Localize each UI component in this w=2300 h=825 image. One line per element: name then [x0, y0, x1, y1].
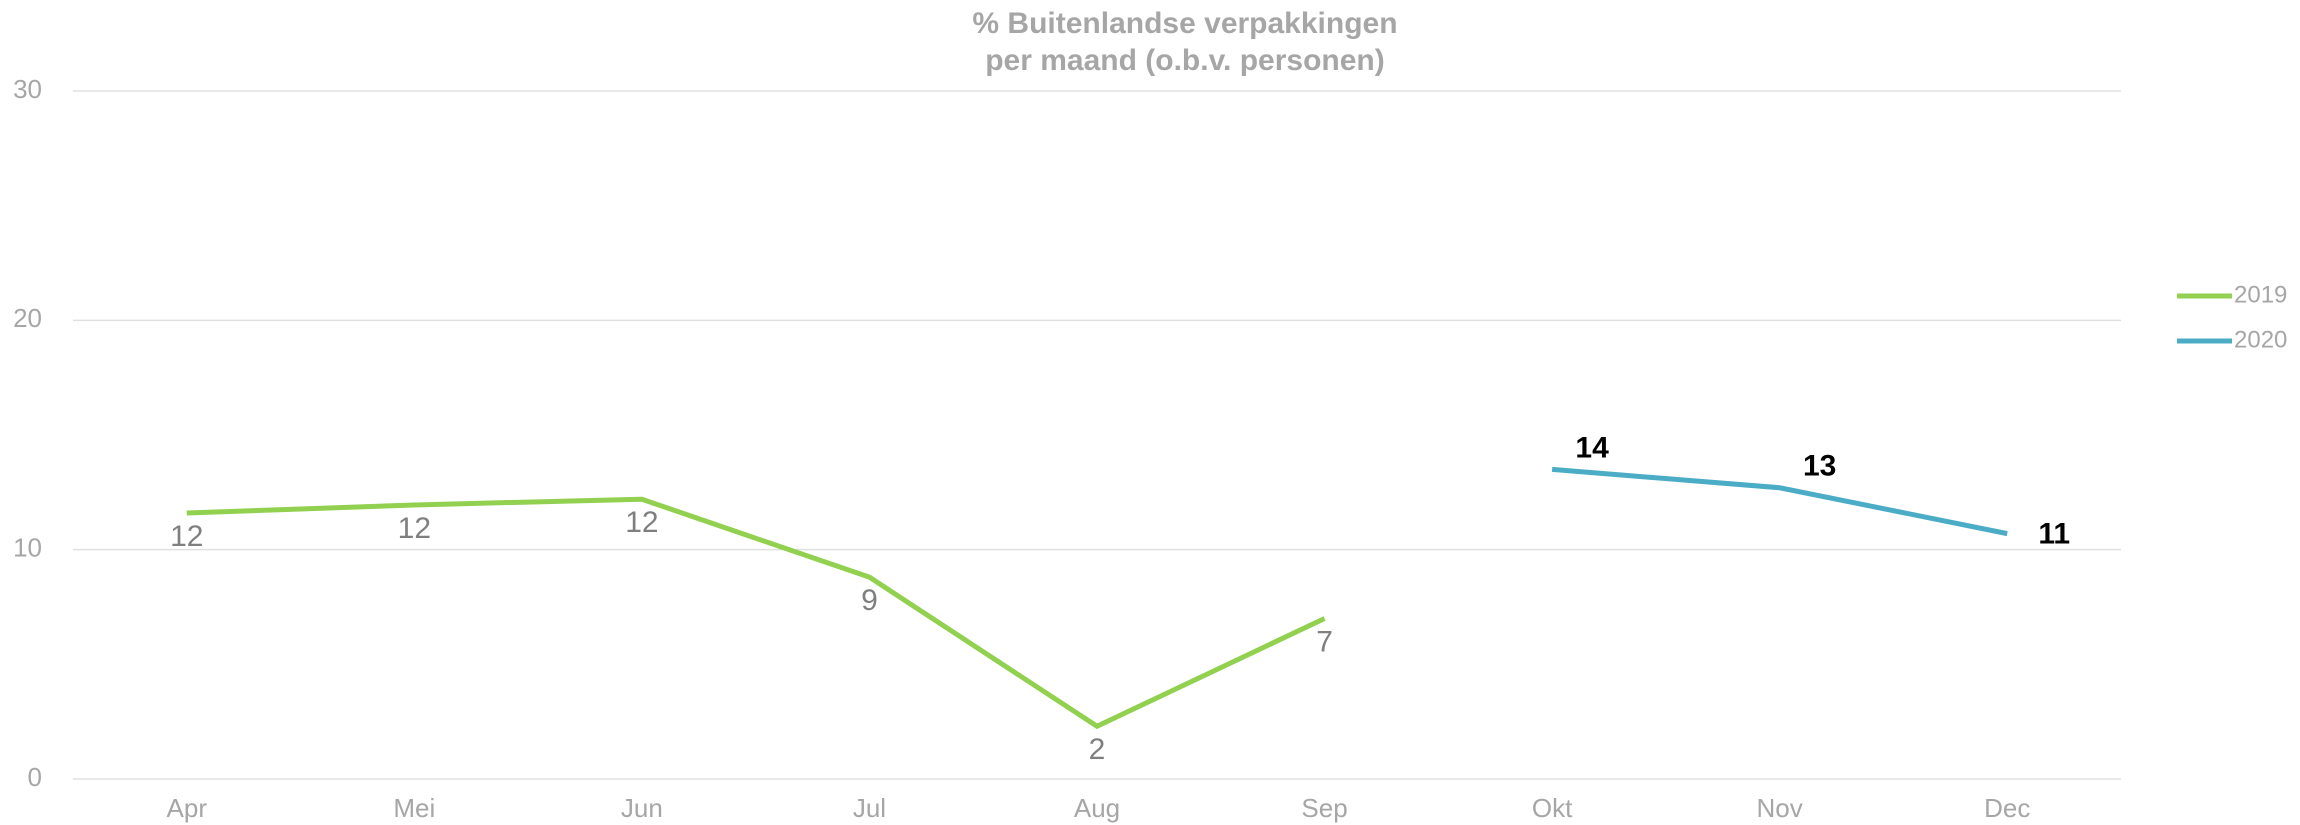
chart-title: per maand (o.b.v. personen): [985, 44, 1385, 77]
x-tick-label: Mei: [393, 793, 435, 823]
x-tick-label: Jun: [621, 793, 663, 823]
x-tick-label: Nov: [1757, 793, 1803, 823]
data-label: 13: [1803, 450, 1836, 483]
x-tick-label: Apr: [167, 793, 208, 823]
y-tick-label: 0: [28, 762, 42, 792]
series-line: [1551, 466, 2008, 537]
data-label: 11: [2038, 518, 2070, 551]
data-label: 12: [170, 520, 203, 553]
series-line: [186, 496, 1326, 730]
legend-label: 2020: [2234, 326, 2287, 353]
x-tick-label: Dec: [1984, 793, 2030, 823]
x-tick-label: Jul: [853, 793, 886, 823]
x-tick-label: Aug: [1074, 793, 1120, 823]
data-label: 14: [1575, 431, 1609, 464]
x-tick-label: Sep: [1301, 793, 1347, 823]
data-label: 12: [398, 512, 431, 545]
legend-label: 2019: [2234, 281, 2287, 308]
y-tick-label: 20: [13, 303, 42, 333]
data-label: 9: [861, 584, 878, 617]
data-label: 12: [625, 506, 658, 539]
data-label: 7: [1316, 625, 1333, 658]
data-label: 2: [1089, 733, 1106, 766]
y-tick-label: 10: [13, 533, 42, 563]
x-tick-label: Okt: [1532, 793, 1573, 823]
y-tick-label: 30: [13, 74, 42, 104]
chart-title: % Buitenlandse verpakkingen: [972, 7, 1397, 40]
